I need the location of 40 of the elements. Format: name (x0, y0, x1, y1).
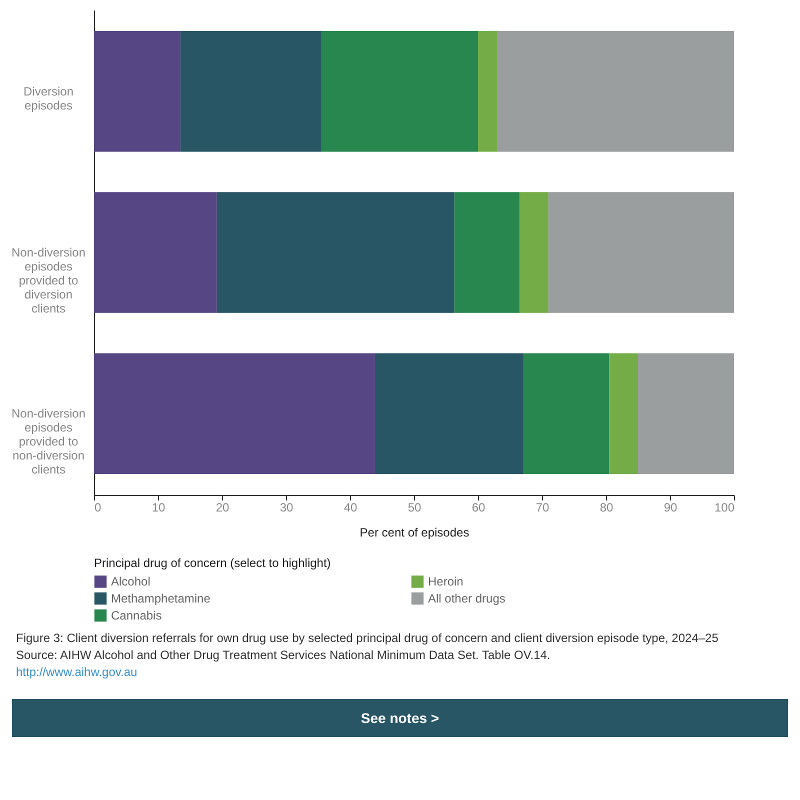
source-note: Source: AIHW Alcohol and Other Drug Treatment Services National Minimum Data Set. Table OV.14. (16, 647, 552, 664)
bar (498, 30, 734, 152)
bar (454, 192, 520, 313)
x-tick-label: 80 (600, 500, 614, 514)
bar (548, 192, 734, 313)
x-tick-label: 60 (472, 500, 486, 514)
caption: Figure 3: Client diversion referrals for own drug use by selected principal drug of concern and client diversion episode type, 2024–25 (16, 630, 720, 647)
x-tick-label: 100 (714, 500, 735, 514)
bar (520, 192, 548, 313)
legend-label: Cannabis (111, 608, 162, 622)
bar (180, 30, 322, 152)
x-tick-label: 70 (536, 500, 550, 514)
bar (609, 353, 638, 474)
x-tick-label: 0 (94, 500, 102, 514)
legend-label: Methamphetamine (111, 592, 211, 606)
x-tick-label: 50 (408, 500, 422, 514)
bar (523, 353, 610, 474)
bar (94, 353, 375, 474)
bar (638, 353, 734, 474)
y-tick-label: Diversion episodes (23, 84, 74, 112)
bar (478, 30, 498, 152)
legend-label: All other drugs (428, 592, 506, 606)
see-notes-button: See notes > (12, 699, 788, 737)
legend-title: Principal drug of concern (select to highlight) (94, 556, 331, 570)
bar (94, 30, 180, 152)
text: http://www.aihw.gov.au (16, 665, 138, 679)
x-tick-label: 90 (664, 500, 678, 514)
x-tick-label: 30 (280, 500, 294, 514)
x-tick-label: 40 (344, 500, 358, 514)
bar (322, 30, 478, 152)
x-tick-label: 10 (152, 500, 166, 514)
bar (374, 353, 524, 474)
x-axis-title: Per cent of episodes (360, 526, 470, 540)
legend-label: Heroin (428, 574, 464, 589)
y-tick-label: Non-diversion episodes provided to diversion clients (11, 246, 86, 316)
legend-label: Alcohol (111, 574, 150, 589)
bar (94, 192, 217, 313)
bar (216, 192, 454, 313)
y-tick-label: Non-diversion episodes provided to non-diversion clients (11, 406, 86, 477)
x-tick-label: 20 (216, 500, 230, 514)
